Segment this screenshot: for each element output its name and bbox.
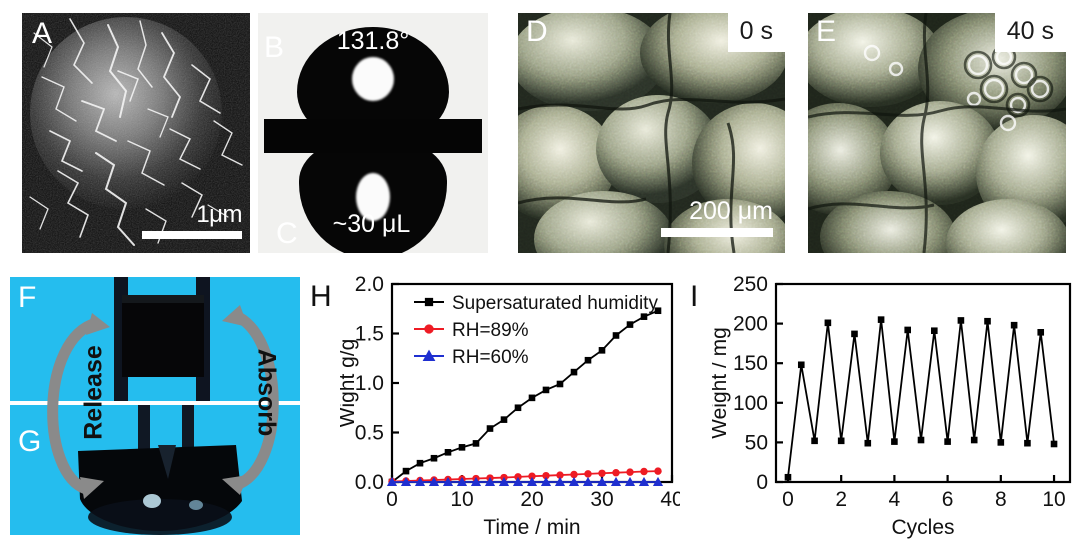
contact-angle-value: 131.8° (336, 27, 410, 55)
panel-h-label: H (310, 280, 332, 313)
panel-e-timestamp: 40 s (994, 13, 1066, 52)
svg-text:30: 30 (590, 488, 613, 511)
svg-text:40: 40 (660, 488, 680, 511)
svg-text:2: 2 (835, 488, 847, 511)
svg-text:2.0: 2.0 (355, 273, 384, 296)
svg-text:0.0: 0.0 (355, 471, 384, 494)
svg-text:Supersaturated humidity: Supersaturated humidity (452, 293, 658, 314)
absorb-arrow-label: Absorb (252, 348, 281, 437)
panel-d-scalebar-label: 200 μm (689, 197, 773, 225)
sem-texture (22, 13, 250, 253)
svg-text:250: 250 (733, 273, 768, 296)
svg-text:RH=60%: RH=60% (452, 347, 529, 368)
svg-text:100: 100 (733, 392, 768, 415)
droplet-upper-highlight (352, 57, 394, 101)
svg-text:Cycles: Cycles (891, 516, 954, 539)
panel-b-label: B (264, 31, 285, 64)
svg-text:6: 6 (942, 488, 954, 511)
svg-text:150: 150 (733, 352, 768, 375)
panel-a-sem-image: A 1μm (22, 13, 250, 253)
svg-text:0.5: 0.5 (355, 422, 384, 445)
panel-bc-contact-angle: B C 131.8° ~30 μL (258, 13, 488, 253)
panel-a-scalebar-label: 1μm (196, 201, 242, 228)
panel-d-scalebar (661, 228, 773, 237)
panel-a-scalebar (142, 231, 242, 239)
release-arrow-label: Release (79, 345, 108, 440)
svg-text:8: 8 (995, 488, 1007, 511)
svg-text:4: 4 (889, 488, 901, 511)
svg-text:Wight g/g: Wight g/g (340, 339, 359, 428)
svg-text:1.0: 1.0 (355, 372, 384, 395)
substrate-bar (264, 119, 482, 153)
droplet-lower-highlight (356, 173, 390, 221)
svg-text:1.5: 1.5 (355, 323, 384, 346)
svg-text:20: 20 (520, 488, 543, 511)
panel-e-micrograph: E 40 s (808, 13, 1066, 253)
panel-i-label: I (690, 280, 699, 313)
svg-text:Weight / mg: Weight / mg (712, 327, 731, 439)
svg-text:10: 10 (450, 488, 473, 511)
svg-text:0: 0 (386, 488, 398, 511)
svg-text:0: 0 (782, 488, 794, 511)
droplet-volume-value: ~30 μL (332, 210, 411, 238)
panel-h-chart: 0 10 20 30 40 0.0 0.5 1.0 1.5 2.0 Time / min Wight … (340, 272, 680, 540)
svg-text:200: 200 (733, 313, 768, 336)
panel-d-timestamp: 0 s (727, 13, 785, 52)
svg-text:RH=89%: RH=89% (452, 320, 529, 341)
svg-text:50: 50 (745, 431, 768, 454)
svg-text:10: 10 (1042, 488, 1065, 511)
panel-c-label: C (276, 217, 298, 250)
panel-d-micrograph: D 0 s 200 μm (518, 13, 785, 253)
svg-text:0: 0 (756, 471, 768, 494)
svg-text:Time / min: Time / min (483, 516, 580, 539)
